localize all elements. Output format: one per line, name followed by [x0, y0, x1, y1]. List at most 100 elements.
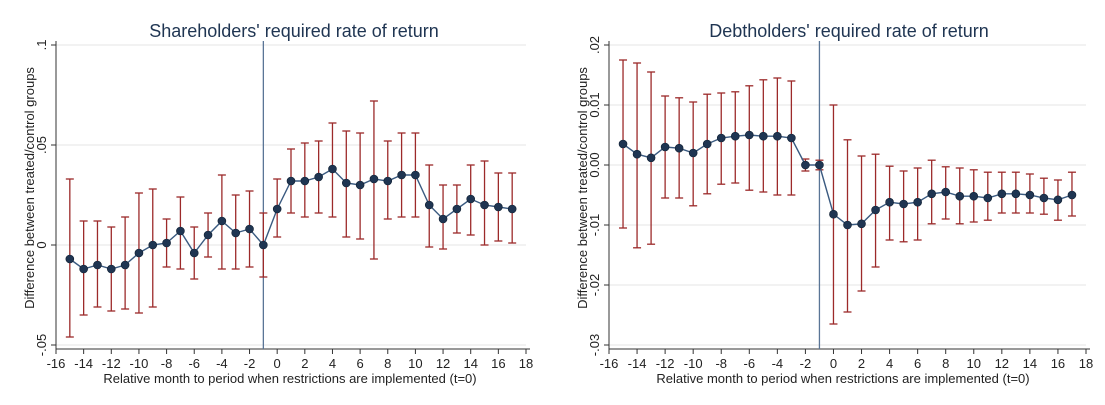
data-point — [997, 189, 1007, 199]
x-tick-label: 6 — [357, 356, 364, 371]
data-point — [843, 220, 852, 230]
data-point — [1067, 190, 1077, 200]
data-point — [1053, 195, 1063, 205]
grid-lines — [56, 44, 526, 346]
axes: -.03 -.02 -.01 0.00 0.01 .02 -16 -14 -12 -10 -8 -6 -… — [587, 36, 1093, 371]
error-bars — [65, 100, 517, 338]
x-tick-label: -12 — [656, 356, 675, 371]
axes: -.05 0 .05 .1 -16 -14 -12 -10 -8 -6 -4 -2 0 2 4 6 8 10 12 1… — [34, 40, 533, 371]
chart-title: Shareholders' required rate of return — [149, 21, 439, 41]
x-tick-label: -2 — [800, 356, 812, 371]
y-axis-label: Difference between treated/control group… — [575, 67, 590, 309]
x-tick-label: 4 — [886, 356, 893, 371]
x-tick-label: -4 — [772, 356, 784, 371]
data-point — [231, 228, 241, 238]
data-point — [1011, 189, 1021, 199]
data-point — [245, 224, 254, 234]
x-tick-label: -2 — [244, 356, 256, 371]
shareholders-chart: Shareholders' required rate of return Re… — [22, 21, 533, 386]
x-tick-label: 14 — [463, 356, 477, 371]
data-point — [815, 160, 824, 170]
x-tick-label: 0 — [830, 356, 837, 371]
x-tick-label: -10 — [130, 356, 149, 371]
y-tick-label: -.01 — [587, 214, 602, 236]
data-point — [106, 264, 116, 274]
x-tick-label: -14 — [628, 356, 647, 371]
data-point — [744, 130, 754, 140]
x-tick-label: 14 — [1023, 356, 1037, 371]
data-points — [65, 164, 517, 274]
x-tick-label: 10 — [408, 356, 422, 371]
data-point — [369, 174, 379, 184]
x-axis-label: Relative month to period when restrictio… — [103, 371, 476, 386]
debtholders-chart: Debtholders' required rate of return Rel… — [575, 21, 1093, 386]
chart-title: Debtholders' required rate of return — [709, 21, 989, 41]
data-point — [674, 143, 684, 153]
data-point — [397, 170, 406, 180]
data-point — [730, 131, 740, 141]
data-point — [899, 199, 908, 209]
x-tick-label: -8 — [161, 356, 173, 371]
x-tick-label: 0 — [274, 356, 281, 371]
data-point — [300, 176, 310, 186]
x-tick-label: 18 — [519, 356, 533, 371]
debtholders-chart-panel: Debtholders' required rate of return Rel… — [553, 0, 1105, 405]
x-tick-label: 2 — [301, 356, 308, 371]
y-axis-label: Difference between treated/control group… — [22, 67, 37, 309]
data-point — [829, 209, 838, 219]
y-tick-label: .02 — [587, 36, 602, 54]
data-point — [120, 260, 130, 270]
data-point — [314, 172, 323, 182]
data-point — [328, 164, 337, 174]
x-tick-label: 8 — [942, 356, 949, 371]
x-tick-label: -16 — [600, 356, 619, 371]
data-point — [632, 149, 642, 159]
data-point — [913, 197, 922, 207]
x-tick-label: 6 — [914, 356, 921, 371]
data-point — [801, 160, 810, 170]
data-point — [411, 170, 420, 180]
data-point — [660, 142, 670, 152]
x-tick-label: 16 — [1051, 356, 1065, 371]
data-point — [203, 230, 213, 240]
data-point — [941, 187, 951, 197]
data-point — [716, 133, 726, 143]
data-point — [688, 148, 698, 158]
data-point — [355, 180, 365, 190]
data-point — [983, 193, 993, 203]
data-point — [773, 131, 782, 141]
data-point — [871, 205, 880, 215]
y-tick-label: 0.00 — [587, 152, 602, 177]
data-point — [272, 204, 282, 214]
data-point — [1039, 193, 1049, 203]
data-point — [424, 200, 434, 210]
data-point — [466, 194, 476, 204]
y-tick-label: -.02 — [587, 274, 602, 296]
data-point — [480, 200, 489, 210]
x-axis-label: Relative month to period when restrictio… — [656, 371, 1029, 386]
data-point — [927, 189, 936, 199]
data-point — [438, 214, 448, 224]
x-tick-label: 18 — [1079, 356, 1093, 371]
y-tick-label: -.03 — [587, 334, 602, 356]
data-point — [148, 240, 158, 250]
x-tick-label: 16 — [491, 356, 505, 371]
data-point — [494, 202, 503, 212]
data-point — [259, 240, 268, 250]
data-point — [93, 260, 102, 270]
x-tick-label: -8 — [715, 356, 727, 371]
y-tick-label: 0 — [34, 241, 49, 248]
x-tick-label: 4 — [329, 356, 336, 371]
data-point — [286, 176, 296, 186]
x-tick-label: -6 — [188, 356, 200, 371]
x-tick-label: 10 — [967, 356, 981, 371]
data-point — [217, 216, 227, 226]
x-tick-label: 12 — [436, 356, 450, 371]
data-points — [618, 130, 1077, 230]
data-point — [759, 131, 768, 141]
data-point — [702, 139, 712, 149]
data-point — [189, 248, 199, 258]
x-tick-label: -16 — [47, 356, 66, 371]
data-point — [857, 219, 866, 229]
data-point — [969, 191, 979, 201]
